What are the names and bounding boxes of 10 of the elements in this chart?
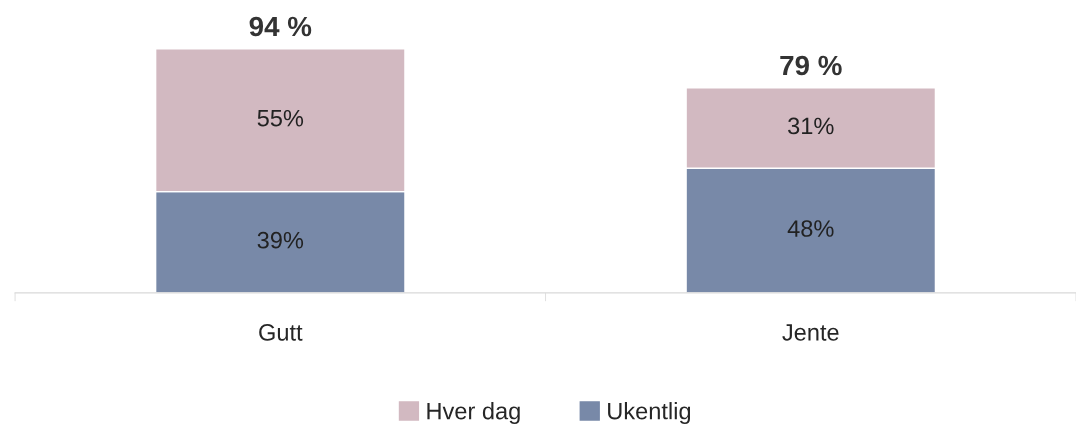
data-label: 55%	[257, 109, 304, 127]
total-label: 79 %	[780, 55, 842, 76]
x-tick-label: Gutt	[259, 324, 303, 341]
data-label: 39%	[257, 231, 304, 249]
data-label: 31%	[788, 117, 834, 135]
legend-label: Ukentlig	[608, 402, 691, 425]
data-label: 48%	[787, 220, 834, 237]
legend-label: Hver dag	[427, 402, 520, 425]
total-label: 94 %	[249, 16, 312, 37]
x-tick-label: Jente	[782, 324, 839, 341]
